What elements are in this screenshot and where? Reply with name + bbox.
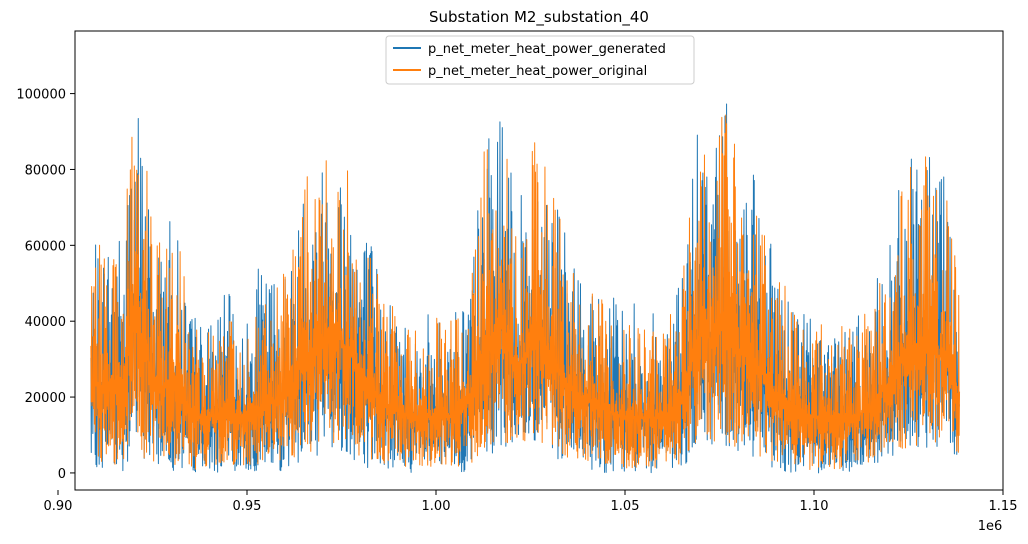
chart-title: Substation M2_substation_40 [429, 8, 649, 27]
x-tick-label: 1.00 [422, 499, 451, 514]
x-tick-label: 1.15 [989, 499, 1018, 514]
y-tick-label: 60000 [25, 239, 66, 254]
y-tick-label: 80000 [25, 163, 66, 178]
x-axis-offset-label: 1e6 [978, 519, 1003, 534]
x-tick-label: 1.05 [611, 499, 640, 514]
y-tick-label: 40000 [25, 315, 66, 330]
x-tick-label: 1.10 [800, 499, 829, 514]
series-line-1 [90, 114, 961, 471]
x-axis: 0.90 0.95 1.00 1.05 1.10 1.15 [44, 490, 1018, 514]
y-tick-label: 100000 [16, 88, 66, 103]
legend-label-original: p_net_meter_heat_power_original [428, 64, 647, 79]
plot-series [90, 103, 961, 474]
y-tick-label: 20000 [25, 391, 66, 406]
legend-box [385, 35, 695, 85]
y-axis: 0 20000 40000 60000 80000 100000 [16, 88, 75, 482]
x-tick-label: 0.95 [233, 499, 262, 514]
legend: p_net_meter_heat_power_generated p_net_m… [385, 35, 695, 85]
plot-frame [74, 30, 1004, 491]
y-tick-label: 0 [58, 467, 66, 482]
legend-label-generated: p_net_meter_heat_power_generated [428, 42, 666, 57]
x-tick-label: 0.90 [44, 499, 73, 514]
